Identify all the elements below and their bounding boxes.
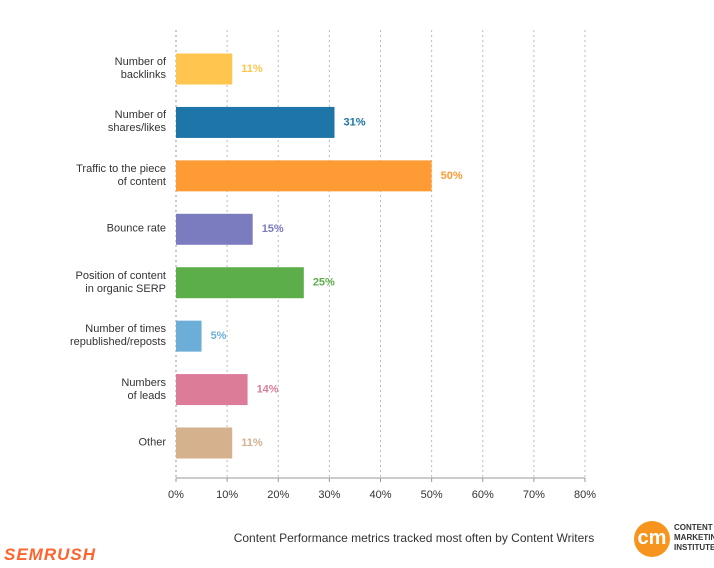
x-tick-label: 10% — [216, 489, 238, 501]
value-label: 15% — [262, 223, 284, 235]
bar — [176, 320, 202, 352]
value-label: 31% — [343, 116, 365, 128]
category-label: Traffic to the piece of content — [76, 162, 166, 188]
category-label: Numbers of leads — [121, 376, 166, 402]
value-label: 14% — [257, 383, 279, 395]
x-tick-label: 20% — [267, 489, 289, 501]
value-label: 25% — [313, 277, 335, 289]
value-label: 50% — [441, 170, 463, 182]
bar — [176, 267, 304, 299]
x-tick-label: 40% — [369, 489, 391, 501]
bar — [176, 427, 233, 459]
category-label: Number of shares/likes — [107, 109, 166, 135]
x-tick-label: 80% — [574, 489, 596, 501]
chart: 0% 10% 20% 30% 40% 50% 60% 70% 80% 11% 31% 50% 15% 25… — [168, 30, 596, 501]
bar — [176, 106, 335, 138]
category-label: Bounce rate — [106, 222, 166, 235]
cmi-logo-mark: cm — [634, 521, 670, 557]
cmi-logo-text: CONTENT MARKETING INSTITUTE — [674, 523, 714, 552]
bar — [176, 374, 248, 406]
semrush-logo: SEMRUSH — [4, 545, 97, 564]
value-label: 11% — [241, 437, 263, 449]
category-label: Position of content in organic SERP — [75, 269, 166, 295]
category-label: Other — [138, 436, 166, 449]
category-label: Number of times republished/reposts — [69, 323, 166, 349]
caption: Content Performance metrics tracked most… — [233, 531, 595, 545]
value-label: 5% — [211, 330, 227, 342]
x-tick-label: 70% — [523, 489, 545, 501]
x-tick-label: 30% — [318, 489, 340, 501]
bar — [176, 213, 253, 245]
bar — [176, 53, 233, 85]
x-tick-label: 60% — [472, 489, 494, 501]
x-tick-label: 0% — [168, 489, 184, 501]
category-label: Number of backlinks — [114, 56, 166, 81]
x-tick-label: 50% — [421, 489, 443, 501]
bar — [176, 160, 432, 192]
value-label: 11% — [241, 63, 263, 75]
